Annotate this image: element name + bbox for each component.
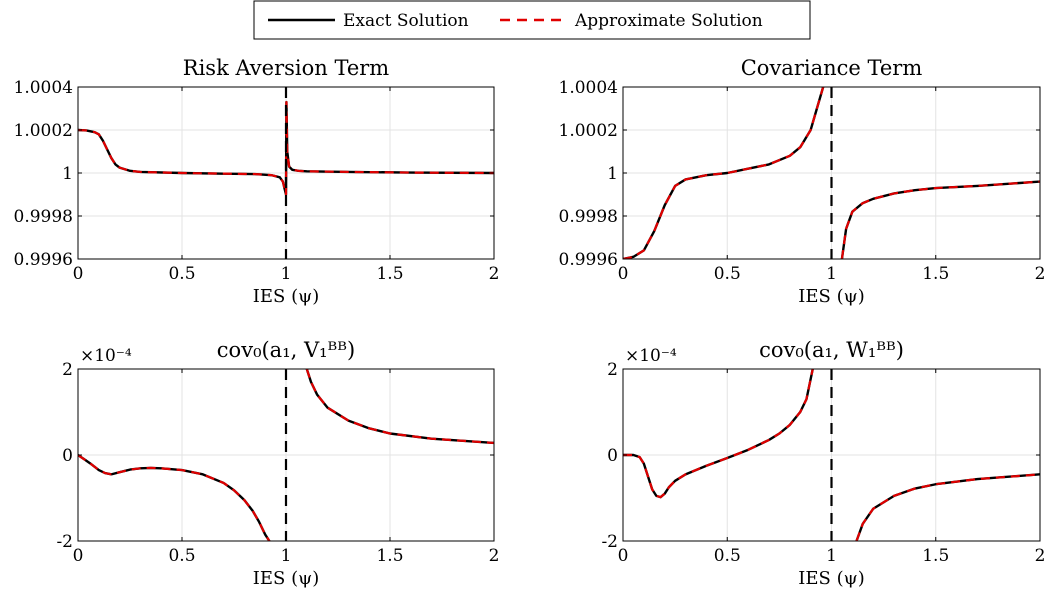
x-tick-label: 0 bbox=[73, 264, 84, 284]
x-tick-label: 0 bbox=[618, 264, 629, 284]
y-tick-label: -2 bbox=[601, 532, 618, 552]
x-tick-label: 0 bbox=[618, 546, 629, 566]
y-tick-label: 0 bbox=[607, 446, 618, 466]
y-axis-exponent: ×10⁻⁴ bbox=[625, 346, 677, 366]
y-tick-label: 1.0004 bbox=[559, 78, 618, 98]
x-tick-label: 1 bbox=[281, 264, 292, 284]
series-line-approximate bbox=[623, 87, 1040, 259]
series-line-approximate bbox=[623, 369, 1040, 541]
x-axis-label: IES (ψ) bbox=[798, 286, 864, 307]
x-tick-label: 2 bbox=[489, 264, 500, 284]
panel-title: cov₀(a₁, W₁ᴮᴮ) bbox=[759, 338, 904, 362]
x-tick-label: 1 bbox=[826, 546, 837, 566]
x-tick-label: 1 bbox=[826, 264, 837, 284]
y-axis-exponent: ×10⁻⁴ bbox=[80, 346, 132, 366]
x-tick-label: 1.5 bbox=[376, 264, 403, 284]
x-tick-label: 1.5 bbox=[922, 264, 949, 284]
legend-label-exact: Exact Solution bbox=[343, 11, 469, 31]
y-tick-label: 1.0004 bbox=[14, 78, 73, 98]
y-tick-label: 1 bbox=[607, 164, 618, 184]
x-tick-label: 1 bbox=[281, 546, 292, 566]
x-tick-label: 2 bbox=[1035, 264, 1046, 284]
y-tick-label: 0.9996 bbox=[14, 250, 73, 270]
x-tick-label: 0.5 bbox=[714, 264, 741, 284]
x-tick-label: 2 bbox=[489, 546, 500, 566]
x-axis-label: IES (ψ) bbox=[253, 286, 319, 307]
x-tick-label: 1.5 bbox=[376, 546, 403, 566]
x-axis-label: IES (ψ) bbox=[253, 568, 319, 589]
x-tick-label: 0.5 bbox=[168, 264, 195, 284]
x-axis-label: IES (ψ) bbox=[798, 568, 864, 589]
y-tick-label: 1 bbox=[62, 164, 73, 184]
x-tick-label: 0 bbox=[73, 546, 84, 566]
panel-title: cov₀(a₁, V₁ᴮᴮ) bbox=[217, 338, 355, 362]
series-line-approximate bbox=[78, 100, 494, 196]
legend-box bbox=[253, 0, 811, 40]
panel-2: 0 0.5 1 1.5 2 0.9996 0.9998 1 1.0002 1.0004 Covari… bbox=[559, 56, 1046, 307]
x-tick-label: 0.5 bbox=[714, 546, 741, 566]
legend: Exact Solution Approximate Solution bbox=[253, 0, 811, 40]
series-line-approximate bbox=[78, 369, 494, 541]
x-tick-label: 0.5 bbox=[168, 546, 195, 566]
y-tick-label: -2 bbox=[56, 532, 73, 552]
y-tick-label: 1.0002 bbox=[559, 121, 618, 141]
panel-1: 0 0.5 1 1.5 2 0.9996 0.9998 1 1.0002 1.0004 Risk A… bbox=[14, 56, 500, 307]
panel-title: Risk Aversion Term bbox=[183, 56, 390, 80]
y-tick-label: 2 bbox=[62, 360, 73, 380]
y-tick-label: 2 bbox=[607, 360, 618, 380]
panel-title: Covariance Term bbox=[741, 56, 923, 80]
y-tick-label: 0.9998 bbox=[559, 207, 618, 227]
y-tick-label: 0.9998 bbox=[14, 207, 73, 227]
y-tick-label: 1.0002 bbox=[14, 121, 73, 141]
x-tick-label: 1.5 bbox=[922, 546, 949, 566]
y-tick-label: 0.9996 bbox=[559, 250, 618, 270]
legend-label-approx: Approximate Solution bbox=[574, 11, 763, 31]
x-tick-label: 2 bbox=[1035, 546, 1046, 566]
y-tick-label: 0 bbox=[62, 446, 73, 466]
